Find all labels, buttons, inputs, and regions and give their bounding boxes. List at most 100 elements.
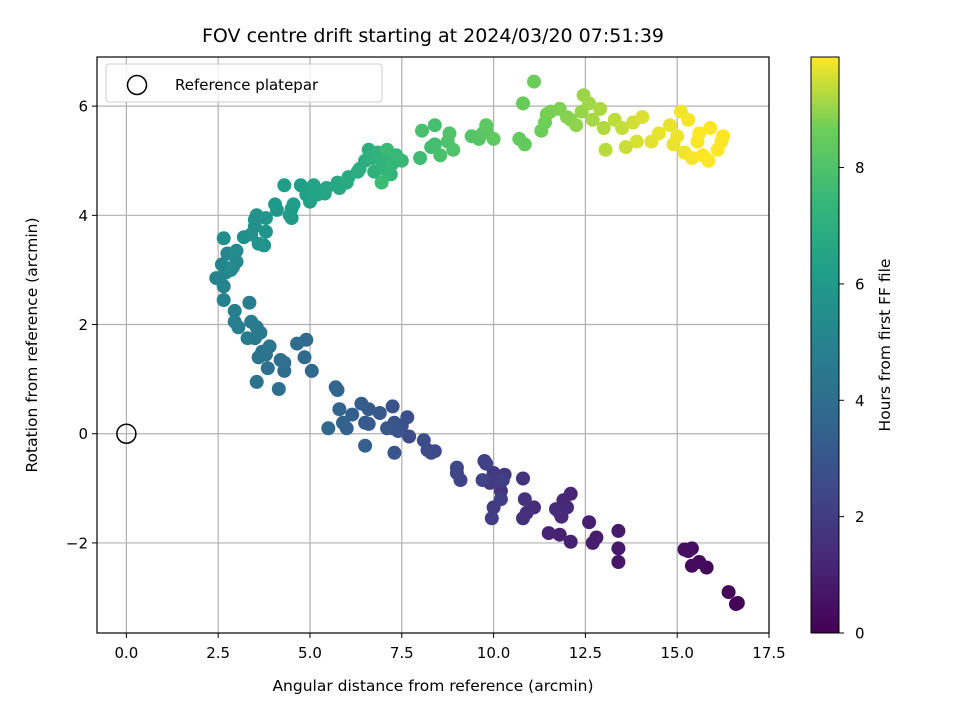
data-point	[258, 224, 273, 239]
data-point	[277, 355, 292, 370]
data-point	[684, 151, 699, 165]
data-point	[328, 380, 343, 395]
data-point	[321, 421, 336, 436]
data-point	[651, 126, 666, 141]
x-tick-label: 15.0	[660, 644, 693, 662]
data-point	[255, 344, 270, 359]
y-tick-label: 0	[78, 425, 88, 443]
data-point	[383, 167, 398, 182]
x-tick-label: 7.5	[390, 644, 414, 662]
data-point	[416, 433, 431, 448]
data-point	[244, 314, 259, 329]
data-point	[345, 407, 360, 422]
x-tick-label: 0.0	[114, 644, 138, 662]
colorbar-tick-label: 8	[855, 159, 865, 177]
data-point	[516, 96, 530, 111]
data-point	[611, 541, 626, 556]
data-points	[116, 74, 745, 612]
data-point	[549, 502, 563, 517]
colorbar-tick-label: 2	[855, 508, 865, 526]
data-point	[516, 511, 530, 526]
data-point	[402, 429, 417, 444]
data-point	[493, 492, 508, 507]
data-point	[446, 142, 461, 157]
data-point	[563, 534, 578, 549]
data-point	[277, 178, 292, 193]
colorbar-tick-label: 6	[855, 275, 865, 293]
data-point	[598, 142, 613, 157]
data-point	[681, 112, 696, 127]
data-point	[701, 153, 716, 168]
y-axis-ticks: −2 0 2 4 6	[66, 98, 97, 552]
data-point	[433, 148, 448, 163]
x-axis-label: Angular distance from reference (arcmin)	[272, 677, 593, 695]
data-point	[413, 151, 428, 165]
data-point	[486, 131, 501, 146]
data-point	[319, 181, 334, 195]
data-point	[730, 596, 745, 610]
y-axis-label: Rotation from reference (arcmin)	[23, 217, 41, 472]
data-point	[227, 303, 242, 318]
data-point	[527, 74, 541, 89]
data-point	[611, 555, 626, 569]
data-point	[541, 526, 556, 541]
data-point	[297, 350, 312, 365]
data-point	[479, 118, 494, 133]
colorbar-gradient	[810, 56, 840, 634]
data-point	[253, 325, 268, 340]
data-point	[569, 118, 584, 133]
data-point	[387, 445, 402, 460]
data-point	[380, 142, 395, 157]
data-point	[358, 438, 373, 453]
data-point	[242, 295, 257, 310]
data-point	[427, 118, 442, 133]
data-point	[216, 231, 231, 246]
legend-label: Reference platepar	[175, 76, 319, 94]
legend: Reference platepar	[105, 63, 383, 103]
data-point	[484, 511, 499, 526]
data-point	[332, 402, 347, 417]
data-point	[442, 126, 457, 141]
data-point	[380, 421, 395, 436]
data-point	[582, 96, 597, 111]
legend-marker-open-circle-icon	[126, 74, 148, 96]
data-point	[618, 140, 633, 155]
colorbar-label: Hours from first FF file	[876, 259, 894, 432]
data-point	[516, 471, 530, 486]
data-point	[271, 382, 286, 396]
data-point	[596, 121, 611, 135]
data-point	[290, 336, 305, 351]
y-tick-label: 4	[78, 207, 88, 225]
colorbar-ticks: 0 2 4 6 8	[839, 159, 865, 643]
y-tick-label: 6	[78, 98, 88, 116]
data-point	[415, 123, 429, 138]
data-point	[385, 399, 400, 414]
y-tick-label: 2	[78, 316, 88, 334]
data-point	[585, 535, 600, 550]
legend-box	[105, 63, 383, 103]
data-point	[593, 101, 608, 116]
data-point	[286, 197, 301, 212]
data-point	[681, 544, 696, 559]
x-axis-ticks: 0.0 2.5 5.0 7.5 10.0 12.5 15.0 17.5	[114, 633, 786, 662]
colorbar: 0 2 4 6 8 Hours from first FF file	[810, 56, 894, 643]
data-point	[585, 112, 600, 127]
data-point	[716, 129, 731, 144]
data-point	[615, 121, 630, 135]
x-tick-label: 5.0	[298, 644, 322, 662]
data-point	[240, 331, 255, 346]
x-tick-label: 2.5	[206, 644, 230, 662]
data-point	[475, 473, 490, 488]
data-point	[224, 262, 238, 277]
grid-lines	[97, 57, 770, 633]
data-point	[229, 243, 244, 258]
x-tick-label: 10.0	[477, 644, 510, 662]
data-point	[692, 126, 707, 141]
data-point	[227, 314, 242, 329]
data-point	[257, 238, 272, 253]
data-point	[354, 396, 369, 411]
data-point	[552, 527, 567, 542]
data-point	[449, 460, 464, 475]
data-point	[394, 153, 409, 168]
